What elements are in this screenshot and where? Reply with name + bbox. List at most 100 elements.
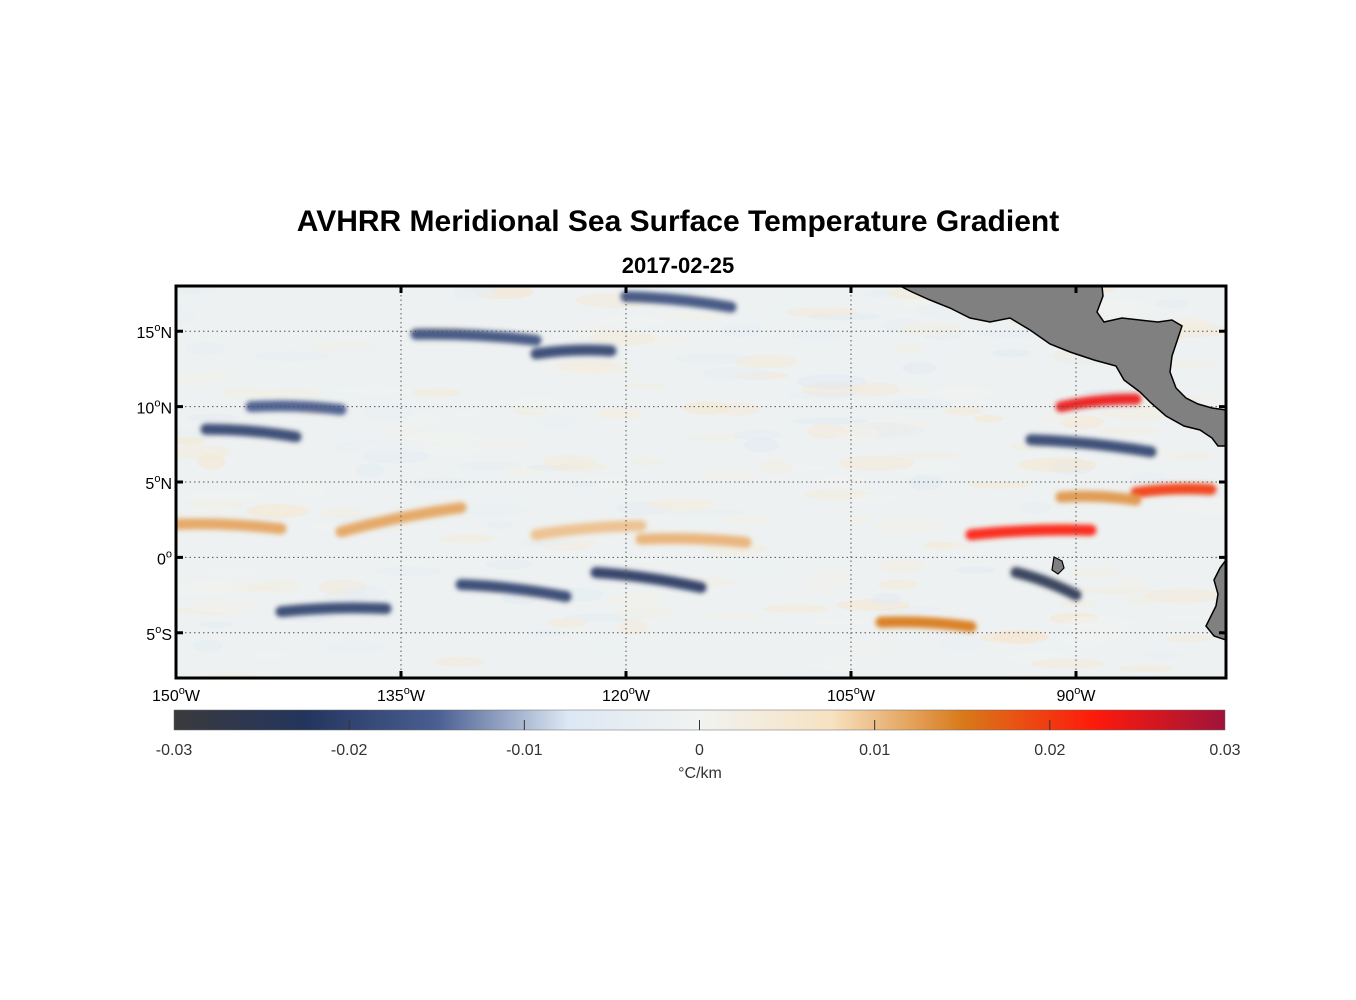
texture-blob <box>252 650 287 660</box>
negative-gradient-band <box>1010 566 1082 601</box>
texture-blob <box>698 480 735 492</box>
texture-blob <box>511 396 564 413</box>
texture-blob <box>1080 587 1152 594</box>
texture-blob <box>1172 452 1215 461</box>
lat-tick-label: 5oN <box>145 473 172 493</box>
texture-blob <box>1062 616 1135 630</box>
texture-blob <box>734 354 798 369</box>
texture-blob <box>542 454 596 471</box>
degree-symbol: o <box>1074 685 1080 697</box>
texture-blob <box>810 617 870 626</box>
texture-blob <box>908 475 943 491</box>
positive-gradient-band <box>965 524 1097 541</box>
degree-symbol: o <box>155 624 161 636</box>
lat-tick-label: 10oN <box>137 398 172 418</box>
texture-blob <box>201 569 258 577</box>
texture-blob <box>737 567 785 580</box>
positive-gradient-band <box>1055 393 1142 413</box>
texture-blob <box>176 671 197 678</box>
negative-gradient-band <box>590 566 707 594</box>
texture-blob <box>993 629 1048 645</box>
texture-blob <box>1144 650 1182 660</box>
colorbar: -0.03 -0.02 -0.01 0 0.01 0.02 0.03 °C/km <box>156 709 1241 782</box>
texture-blob <box>184 477 233 492</box>
texture-blob <box>554 360 619 373</box>
positive-gradient-band <box>530 520 647 541</box>
texture-blob <box>439 534 495 544</box>
texture-blob <box>887 451 963 460</box>
texture-blob <box>409 477 476 490</box>
texture-blob <box>1082 388 1138 396</box>
texture-blob <box>434 656 485 667</box>
texture-blob <box>758 576 819 591</box>
longitude-labels: 150oW 135oW 120oW 105oW 90oW <box>152 685 1096 705</box>
texture-blob <box>715 402 761 416</box>
texture-blob <box>807 572 854 584</box>
colorbar-tick-label: -0.03 <box>156 742 193 759</box>
degree-symbol: o <box>154 398 160 410</box>
texture-blob <box>176 437 205 445</box>
colorbar-ticks: -0.03 -0.02 -0.01 0 0.01 0.02 0.03 <box>156 720 1241 759</box>
texture-blob <box>684 434 749 441</box>
texture-blob <box>991 349 1032 358</box>
texture-blob <box>203 504 232 515</box>
texture-blob <box>450 504 527 516</box>
colorbar-tick-label: 0.01 <box>859 742 890 759</box>
lon-tick-label: 105oW <box>827 685 876 705</box>
texture-blob <box>796 374 868 390</box>
lat-tick-label: 15oN <box>137 322 172 342</box>
texture-blob <box>185 342 226 355</box>
texture-blob <box>734 429 781 441</box>
land-mass-south-america <box>1205 558 1226 641</box>
gradient-features <box>176 291 1217 633</box>
texture-blob <box>456 461 523 471</box>
land-mass-mexico-central-america <box>899 286 1226 447</box>
texture-blob <box>938 636 988 651</box>
texture-blob <box>924 541 954 548</box>
map-panel <box>176 286 1226 678</box>
texture-blob <box>335 385 415 395</box>
lon-tick-label: 90oW <box>1056 685 1096 705</box>
texture-blob <box>872 519 951 533</box>
texture-blob <box>954 566 996 574</box>
lon-tick-label: 120oW <box>602 685 651 705</box>
texture-blob <box>973 415 1004 423</box>
degree-symbol: o <box>404 685 410 697</box>
chart-title: AVHRR Meridional Sea Surface Temperature… <box>296 205 1060 238</box>
texture-blob <box>517 539 579 547</box>
texture-blob <box>324 641 386 654</box>
texture-blob <box>182 579 249 595</box>
texture-blob <box>900 321 964 337</box>
negative-gradient-band <box>620 291 737 313</box>
texture-blob <box>701 543 769 555</box>
degree-symbol: o <box>629 685 635 697</box>
texture-blob <box>879 558 925 574</box>
colorbar-label: °C/km <box>678 765 722 782</box>
positive-gradient-band <box>635 533 752 548</box>
texture-blob <box>198 621 232 629</box>
texture-blob <box>661 312 734 321</box>
colorbar-tick-label: 0.03 <box>1209 742 1240 759</box>
texture-blob <box>790 330 843 341</box>
negative-gradient-band <box>245 400 347 416</box>
texture-blob <box>744 437 780 453</box>
texture-blob <box>422 444 486 456</box>
texture-blob <box>176 310 196 324</box>
texture-blob <box>944 546 1021 561</box>
texture-blob <box>202 378 267 386</box>
texture-blob <box>968 481 1032 489</box>
texture-blob <box>176 286 219 294</box>
texture-blob <box>893 344 923 353</box>
texture-blob <box>514 640 589 654</box>
degree-symbol: o <box>854 685 860 697</box>
texture-blob <box>253 351 329 362</box>
texture-blob <box>606 592 665 607</box>
texture-blob <box>453 286 496 301</box>
negative-gradient-band <box>530 344 617 360</box>
lon-tick-label: 135oW <box>377 685 426 705</box>
texture-blob <box>877 579 919 590</box>
texture-blob <box>945 406 983 416</box>
texture-blob <box>407 412 440 427</box>
degree-symbol: o <box>166 548 172 560</box>
texture-blob <box>788 391 863 399</box>
